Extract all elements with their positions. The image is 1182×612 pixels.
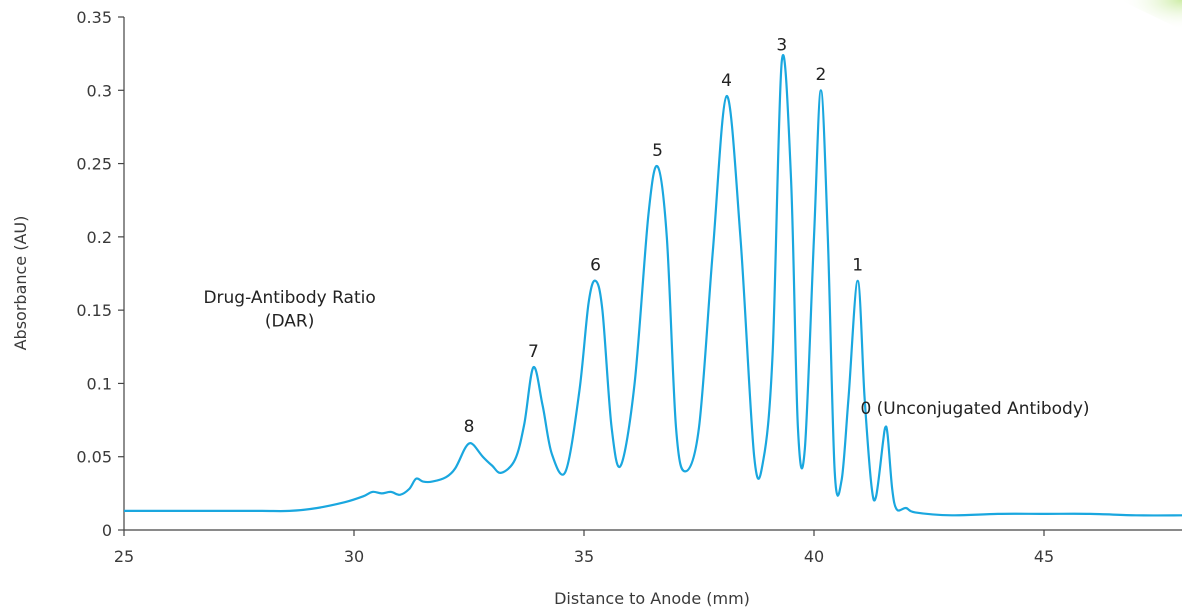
peak-annotation: Drug-Antibody Ratio <box>203 288 375 308</box>
y-tick-label: 0.35 <box>76 8 112 27</box>
y-tick-label: 0.2 <box>87 228 112 247</box>
x-tick-label: 30 <box>344 547 364 566</box>
peak-annotation: 2 <box>815 65 826 85</box>
peak-annotation: 7 <box>528 342 539 362</box>
series-group <box>124 53 1182 517</box>
peak-annotation: 0 (Unconjugated Antibody) <box>860 399 1089 419</box>
peak-annotation: 1 <box>852 256 863 276</box>
x-tick-label: 45 <box>1034 547 1054 566</box>
y-tick-label: 0.1 <box>87 374 112 393</box>
peak-annotation: 3 <box>776 36 787 56</box>
y-tick-label: 0.3 <box>87 81 112 100</box>
annotations: Drug-Antibody Ratio (DAR) 8 7 6 5 4 3 2 1 0 (Uncon… <box>203 36 1089 437</box>
y-tick-label: 0 <box>102 521 112 540</box>
peak-annotation: 6 <box>590 256 601 276</box>
peak-annotation: 4 <box>721 71 732 91</box>
y-tick-label: 0.25 <box>76 155 112 174</box>
x-tick-label: 25 <box>114 547 134 566</box>
x-tick-label: 40 <box>804 547 824 566</box>
y-tick-label: 0.15 <box>76 301 112 320</box>
x-axis-title: Distance to Anode (mm) <box>554 589 750 608</box>
peak-annotation: (DAR) <box>265 311 315 331</box>
peak-annotation: 8 <box>464 417 475 437</box>
peak-annotation: 5 <box>652 141 663 161</box>
y-axis-title: Absorbance (AU) <box>11 216 30 351</box>
corner-decoration <box>1120 0 1182 30</box>
axes <box>118 16 1182 536</box>
absorbance-trace <box>124 53 1182 517</box>
y-tick-label: 0.05 <box>76 448 112 467</box>
x-tick-label: 35 <box>574 547 594 566</box>
